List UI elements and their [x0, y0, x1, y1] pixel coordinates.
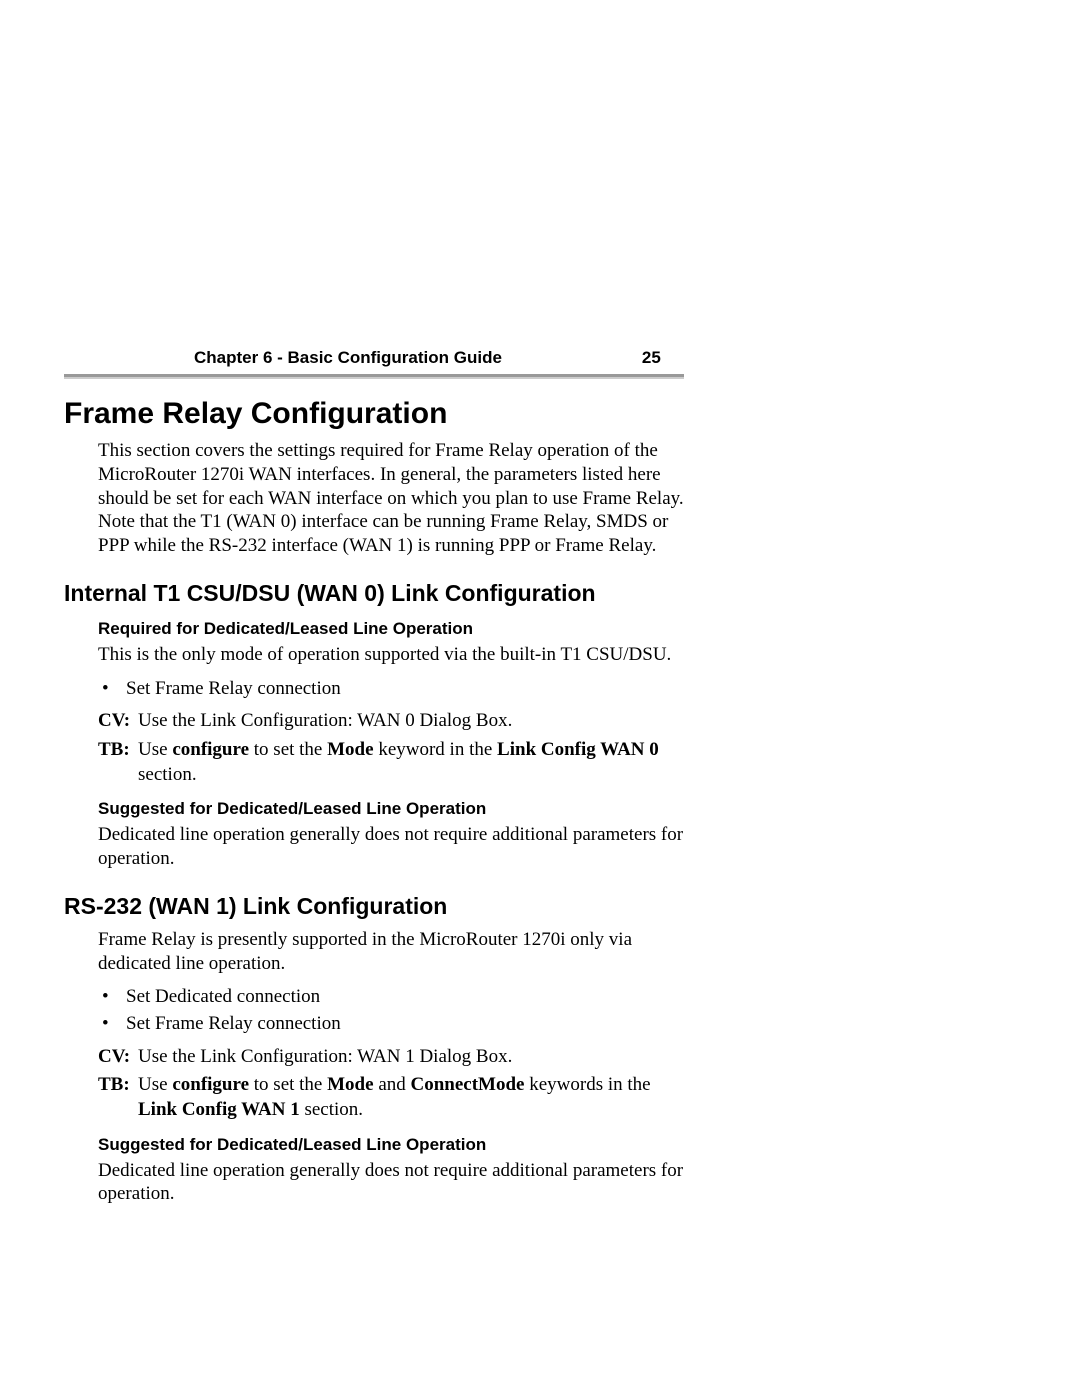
header-page-number: 25 [642, 348, 661, 368]
section1-sub1-title: Required for Dedicated/Leased Line Opera… [98, 619, 684, 639]
bold-text: configure [172, 739, 249, 760]
section2-tb-row: TB: Use configure to set the Mode and Co… [98, 1073, 684, 1122]
section2-cv-row: CV: Use the Link Configuration: WAN 1 Di… [98, 1045, 684, 1070]
cv-text: Use the Link Configuration: WAN 0 Dialog… [138, 709, 684, 734]
main-title: Frame Relay Configuration [64, 397, 684, 431]
text: to set the [249, 739, 327, 760]
text: keywords in the [524, 1074, 650, 1095]
document-page: Chapter 6 - Basic Configuration Guide 25… [0, 0, 1080, 1397]
text: Use [138, 1074, 172, 1095]
section1-cv-row: CV: Use the Link Configuration: WAN 0 Di… [98, 709, 684, 734]
header-rule [64, 374, 684, 379]
text: keyword in the [374, 739, 497, 760]
bold-text: Link Config WAN 0 [497, 739, 659, 760]
section1-sub2-title: Suggested for Dedicated/Leased Line Oper… [98, 799, 684, 819]
text: Use [138, 739, 172, 760]
section2-title: RS-232 (WAN 1) Link Configuration [64, 893, 684, 920]
tb-label: TB: [98, 738, 138, 787]
tb-text: Use configure to set the Mode and Connec… [138, 1073, 684, 1122]
section2-sub2-title: Suggested for Dedicated/Leased Line Oper… [98, 1135, 684, 1155]
content-column: Chapter 6 - Basic Configuration Guide 25… [64, 348, 684, 1216]
section2-sub2-block: Dedicated line operation generally does … [98, 1159, 684, 1207]
cv-text: Use the Link Configuration: WAN 1 Dialog… [138, 1045, 684, 1070]
section1-bullets: Set Frame Relay connection [98, 677, 684, 702]
section2-body-block: Frame Relay is presently supported in th… [98, 928, 684, 1123]
bold-text: Link Config WAN 1 [138, 1099, 300, 1120]
cv-label: CV: [98, 709, 138, 734]
text: section. [300, 1099, 363, 1120]
section1-sub2-block: Dedicated line operation generally does … [98, 823, 684, 871]
list-item: Set Frame Relay connection [98, 677, 684, 702]
tb-text: Use configure to set the Mode keyword in… [138, 738, 684, 787]
section2-sub2-body: Dedicated line operation generally does … [98, 1159, 684, 1207]
section1-sub1-body: This is the only mode of operation suppo… [98, 643, 684, 667]
main-intro-block: This section covers the settings require… [98, 439, 684, 558]
bold-text: Mode [327, 739, 373, 760]
bold-text: Mode [327, 1074, 373, 1095]
section1-tb-row: TB: Use configure to set the Mode keywor… [98, 738, 684, 787]
text: section. [138, 764, 197, 785]
cv-label: CV: [98, 1045, 138, 1070]
section1-sub2-body: Dedicated line operation generally does … [98, 823, 684, 871]
section1-title: Internal T1 CSU/DSU (WAN 0) Link Configu… [64, 580, 684, 607]
text: and [374, 1074, 411, 1095]
bold-text: configure [172, 1074, 249, 1095]
bold-text: ConnectMode [411, 1074, 525, 1095]
running-header: Chapter 6 - Basic Configuration Guide 25 [64, 348, 684, 368]
main-intro: This section covers the settings require… [98, 439, 684, 558]
section2-bullets: Set Dedicated connection Set Frame Relay… [98, 985, 684, 1036]
text: to set the [249, 1074, 327, 1095]
section2-intro: Frame Relay is presently supported in th… [98, 928, 684, 976]
list-item: Set Dedicated connection [98, 985, 684, 1010]
list-item: Set Frame Relay connection [98, 1012, 684, 1037]
header-title: Chapter 6 - Basic Configuration Guide [194, 348, 502, 368]
rule-light [64, 377, 684, 379]
section1-body-block: This is the only mode of operation suppo… [98, 643, 684, 788]
tb-label: TB: [98, 1073, 138, 1122]
